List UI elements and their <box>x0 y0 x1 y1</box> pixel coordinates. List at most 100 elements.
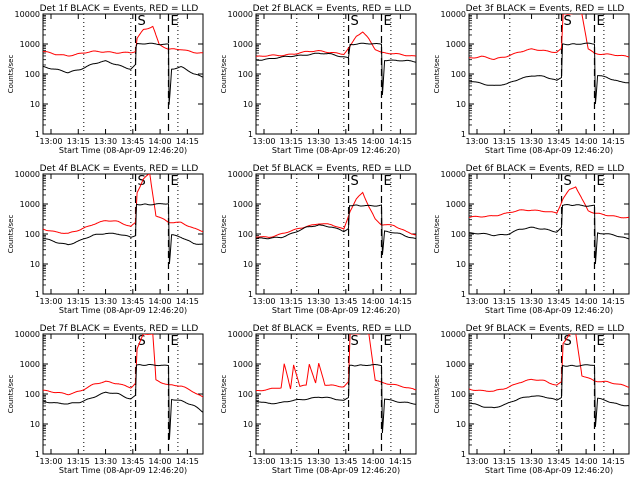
x-tick-label: 13:30 <box>520 297 543 306</box>
x-tick-label: 14:15 <box>389 297 412 306</box>
marker-label-E: E <box>596 14 604 29</box>
plot-frame <box>468 333 630 455</box>
x-tick-label: 13:30 <box>94 137 117 146</box>
marker-label-S: S <box>564 174 572 189</box>
y-tick-label: 10 <box>30 100 40 109</box>
y-axis-label: Counts/sec <box>220 55 228 94</box>
x-tick-label: 13:15 <box>67 297 90 306</box>
chart-title: Det 1f BLACK = Events, RED = LLD <box>40 4 199 14</box>
x-tick-label: 14:15 <box>602 457 625 466</box>
y-tick-label: 1000 <box>446 360 466 369</box>
events-series-line <box>43 203 203 265</box>
x-tick-label: 13:45 <box>334 457 357 466</box>
plot-frame <box>255 333 417 455</box>
y-tick-label: 10000 <box>441 10 466 19</box>
marker-label-S: S <box>564 14 572 29</box>
chart-panel-2: Det 2f BLACK = Events, RED = LLD 1 10 100 10… <box>220 4 417 155</box>
chart-title: Det 3f BLACK = Events, RED = LLD <box>466 4 625 14</box>
marker-label-E: E <box>596 334 604 349</box>
y-tick-label: 100 <box>238 230 253 239</box>
y-tick-label: 10 <box>456 100 466 109</box>
y-tick-label: 1000 <box>20 40 40 49</box>
marker-label-S: S <box>351 14 359 29</box>
y-axis-label: Counts/sec <box>433 215 441 254</box>
y-axis-label: Counts/sec <box>7 55 15 94</box>
events-series-line <box>469 203 629 265</box>
chart-panel-3: Det 3f BLACK = Events, RED = LLD 1 10 100 10… <box>433 4 630 155</box>
x-tick-label: 14:15 <box>176 137 199 146</box>
chart-panel-9: Det 9f BLACK = Events, RED = LLD 1 10 100 10… <box>433 324 630 475</box>
x-tick-label: 13:15 <box>280 457 303 466</box>
y-tick-label: 1000 <box>233 40 253 49</box>
y-tick-label: 1 <box>35 290 40 299</box>
events-series-line <box>43 42 203 105</box>
y-tick-label: 1000 <box>446 200 466 209</box>
y-tick-label: 10000 <box>15 10 40 19</box>
chart-panel-7: Det 7f BLACK = Events, RED = LLD 1 10 100 10… <box>7 324 204 475</box>
x-tick-label: 14:00 <box>575 297 598 306</box>
lld-series-line <box>469 186 629 219</box>
chart-title: Det 5f BLACK = Events, RED = LLD <box>253 164 412 174</box>
x-tick-label: 13:15 <box>493 457 516 466</box>
x-axis-label: Start Time (08-Apr-09 12:46:20) <box>272 146 400 155</box>
y-tick-label: 10 <box>243 100 253 109</box>
y-tick-label: 1000 <box>233 360 253 369</box>
y-tick-label: 10000 <box>15 330 40 339</box>
y-tick-label: 10000 <box>228 170 253 179</box>
x-axis-label: Start Time (08-Apr-09 12:46:20) <box>59 306 187 315</box>
chart-title: Det 2f BLACK = Events, RED = LLD <box>253 4 412 14</box>
x-tick-label: 14:00 <box>149 137 172 146</box>
x-axis-label: Start Time (08-Apr-09 12:46:20) <box>272 466 400 475</box>
chart-title: Det 7f BLACK = Events, RED = LLD <box>40 324 199 334</box>
x-tick-label: 14:00 <box>362 297 385 306</box>
x-tick-label: 14:15 <box>389 137 412 146</box>
marker-label-E: E <box>170 14 178 29</box>
lld-series-line <box>43 334 203 398</box>
y-tick-label: 100 <box>25 70 40 79</box>
x-tick-label: 13:00 <box>465 457 488 466</box>
x-tick-label: 14:00 <box>149 297 172 306</box>
events-series-line <box>469 364 629 427</box>
x-tick-label: 13:00 <box>252 457 275 466</box>
y-tick-label: 1000 <box>446 40 466 49</box>
x-tick-label: 13:15 <box>493 137 516 146</box>
x-tick-label: 13:30 <box>94 457 117 466</box>
x-tick-label: 13:00 <box>252 137 275 146</box>
y-axis-label: Counts/sec <box>433 375 441 414</box>
y-tick-label: 10 <box>30 260 40 269</box>
lld-series-line <box>256 31 416 57</box>
events-series-line <box>469 42 629 105</box>
marker-label-E: E <box>170 334 178 349</box>
plot-frame <box>468 13 630 135</box>
marker-label-S: S <box>138 14 146 29</box>
x-axis-label: Start Time (08-Apr-09 12:46:20) <box>59 466 187 475</box>
x-tick-label: 13:30 <box>307 457 330 466</box>
x-tick-label: 14:00 <box>575 457 598 466</box>
x-tick-label: 13:45 <box>547 137 570 146</box>
y-tick-label: 10000 <box>441 170 466 179</box>
x-tick-label: 13:45 <box>334 137 357 146</box>
marker-label-E: E <box>383 14 391 29</box>
marker-label-E: E <box>383 174 391 189</box>
marker-label-S: S <box>351 174 359 189</box>
events-series-line <box>256 364 416 434</box>
y-tick-label: 1 <box>461 450 466 459</box>
x-axis-label: Start Time (08-Apr-09 12:46:20) <box>272 306 400 315</box>
events-series-line <box>43 364 203 440</box>
x-tick-label: 13:45 <box>121 137 144 146</box>
x-tick-label: 13:45 <box>334 297 357 306</box>
y-axis-label: Counts/sec <box>433 55 441 94</box>
plot-frame <box>42 13 204 135</box>
y-tick-label: 10 <box>243 420 253 429</box>
y-axis-label: Counts/sec <box>7 375 15 414</box>
x-tick-label: 14:00 <box>149 457 172 466</box>
chart-panel-6: Det 6f BLACK = Events, RED = LLD 1 10 100 10… <box>433 164 630 315</box>
y-tick-label: 1000 <box>233 200 253 209</box>
y-axis-label: Counts/sec <box>7 215 15 254</box>
y-tick-label: 1 <box>461 290 466 299</box>
x-axis-label: Start Time (08-Apr-09 12:46:20) <box>59 146 187 155</box>
chart-panel-1: Det 1f BLACK = Events, RED = LLD 1 10 100 10… <box>7 4 204 155</box>
y-tick-label: 1 <box>248 450 253 459</box>
x-tick-label: 13:45 <box>121 457 144 466</box>
